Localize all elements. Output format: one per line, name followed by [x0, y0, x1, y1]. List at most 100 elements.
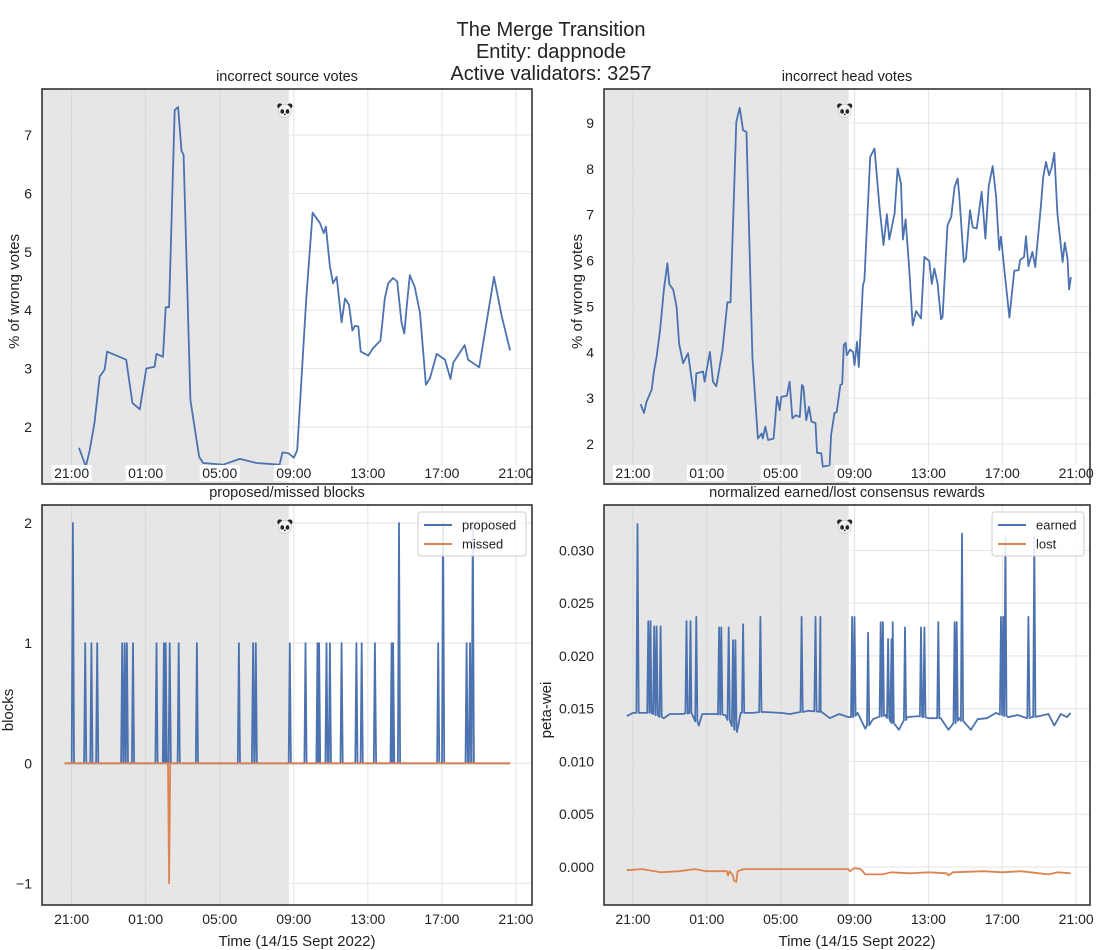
x-tick-label: 09:00: [837, 911, 872, 927]
y-tick-label: 4: [586, 344, 594, 360]
panda-eye: [840, 109, 844, 114]
panda-eye: [845, 525, 850, 530]
x-tick-label: 21:00: [54, 465, 89, 481]
x-tick-label: 17:00: [985, 465, 1020, 481]
y-tick-label: 0: [24, 755, 32, 771]
x-tick-label-background: [51, 465, 92, 481]
series-line-series-1: [639, 106, 1072, 468]
panda-eye: [285, 525, 290, 530]
panda-eye: [845, 109, 850, 114]
subplot-title: normalized earned/lost consensus rewards: [709, 485, 985, 501]
figure-title-line-2: Entity: dappnode: [476, 41, 626, 63]
panda-nose: [283, 529, 286, 532]
legend: earned lost: [991, 511, 1085, 557]
panda-nose: [283, 113, 286, 116]
x-tick-label: 05:00: [202, 465, 237, 481]
pre-merge-shading: [604, 505, 849, 905]
y-tick-label: 5: [24, 244, 32, 260]
panda-icon: [837, 103, 853, 118]
x-tick-label-background: [908, 465, 949, 481]
y-tick-label: 6: [586, 253, 594, 269]
series-line-earned: [626, 523, 1072, 733]
x-tick-label-background: [125, 465, 166, 481]
x-tick-label: 21:00: [1059, 465, 1094, 481]
x-tick-label: 13:00: [911, 465, 946, 481]
y-tick-label: 8: [586, 161, 594, 177]
axes-frame: [41, 88, 533, 485]
y-axis-label: % of wrong votes: [569, 234, 586, 349]
x-tick-label: 05:00: [763, 465, 798, 481]
x-axis-label: Time (14/15 Sept 2022): [778, 933, 935, 950]
y-tick-label: 2: [586, 436, 594, 452]
x-tick-label-background: [421, 465, 462, 481]
x-tick-label-background: [612, 465, 653, 481]
panda-icon: [277, 519, 293, 534]
panda-eye: [285, 109, 290, 114]
figure-title-line-1: The Merge Transition: [457, 19, 646, 41]
y-tick-label: 3: [24, 360, 32, 376]
subplot-title: incorrect source votes: [216, 69, 358, 85]
subplot-4: 21:00 01:00 05:00 09:00 13:00 17:00 21:00 norma…: [538, 485, 1094, 950]
y-tick-label: 0.030: [559, 542, 594, 558]
x-tick-label: 01:00: [689, 465, 724, 481]
x-tick-label: 21:00: [498, 911, 533, 927]
subplot-2: 21:00 01:00 05:00 09:00 13:00 17:00 21:00 incor…: [569, 69, 1097, 485]
x-tick-label-background: [834, 465, 875, 481]
x-tick-label: 09:00: [276, 911, 311, 927]
y-tick-label: 2: [24, 419, 32, 435]
y-tick-label: 0.010: [559, 753, 594, 769]
y-tick-label: −1: [16, 875, 32, 891]
panda-eye: [840, 525, 844, 530]
y-tick-label: 7: [24, 127, 32, 143]
x-tick-label: 21:00: [1059, 911, 1094, 927]
axes-frame: [603, 504, 1091, 906]
y-axis-label: peta-wei: [538, 682, 555, 739]
panda-icon: [277, 103, 293, 118]
x-tick-label: 13:00: [350, 465, 385, 481]
y-tick-label: 5: [586, 298, 594, 314]
x-tick-label: 13:00: [350, 911, 385, 927]
x-tick-label-background: [982, 465, 1023, 481]
y-tick-label: 3: [586, 390, 594, 406]
x-tick-label-background: [273, 465, 314, 481]
axes-frame: [41, 504, 533, 906]
panda-nose: [843, 113, 846, 116]
subplots: 21:00 01:00 05:00 09:00 13:00 17:00 21:00 incor…: [0, 69, 1097, 950]
legend-label-lost: lost: [1036, 537, 1057, 552]
pre-merge-shading: [42, 89, 289, 484]
y-tick-label: 0.015: [559, 701, 594, 717]
subplot-1: 21:00 01:00 05:00 09:00 13:00 17:00 21:00 incor…: [6, 69, 536, 485]
series-line-lost: [626, 867, 1071, 883]
legend-label-earned: earned: [1036, 518, 1076, 533]
panda-icon: [837, 519, 853, 534]
x-tick-label: 01:00: [128, 911, 163, 927]
y-tick-label: 9: [586, 115, 594, 131]
x-tick-label: 05:00: [202, 911, 237, 927]
y-tick-label: 6: [24, 185, 32, 201]
y-tick-label: 1: [24, 635, 32, 651]
panda-eye: [280, 525, 285, 530]
legend-label-missed: missed: [462, 537, 503, 552]
x-tick-label-background: [347, 465, 388, 481]
subplot-3: 21:00 01:00 05:00 09:00 13:00 17:00 21:00 propo…: [0, 485, 534, 950]
panda-face: [837, 520, 852, 534]
x-tick-label: 05:00: [763, 911, 798, 927]
y-axis-label: blocks: [0, 689, 17, 732]
x-tick-label: 17:00: [985, 911, 1020, 927]
y-tick-label: 7: [586, 207, 594, 223]
x-tick-label: 01:00: [128, 465, 163, 481]
x-tick-label: 09:00: [837, 465, 872, 481]
x-tick-label-background: [495, 465, 536, 481]
y-axis-label: % of wrong votes: [6, 234, 23, 349]
panda-face: [278, 104, 292, 118]
figure-title-line-3: Active validators: 3257: [450, 63, 651, 85]
x-tick-label: 09:00: [276, 465, 311, 481]
subplot-title: incorrect head votes: [782, 69, 913, 85]
legend: proposed missed: [417, 511, 527, 557]
axes-frame: [603, 88, 1091, 485]
legend-label-proposed: proposed: [462, 518, 516, 533]
y-tick-label: 0.000: [559, 859, 594, 875]
x-tick-label: 13:00: [911, 911, 946, 927]
x-tick-label: 21:00: [615, 911, 650, 927]
